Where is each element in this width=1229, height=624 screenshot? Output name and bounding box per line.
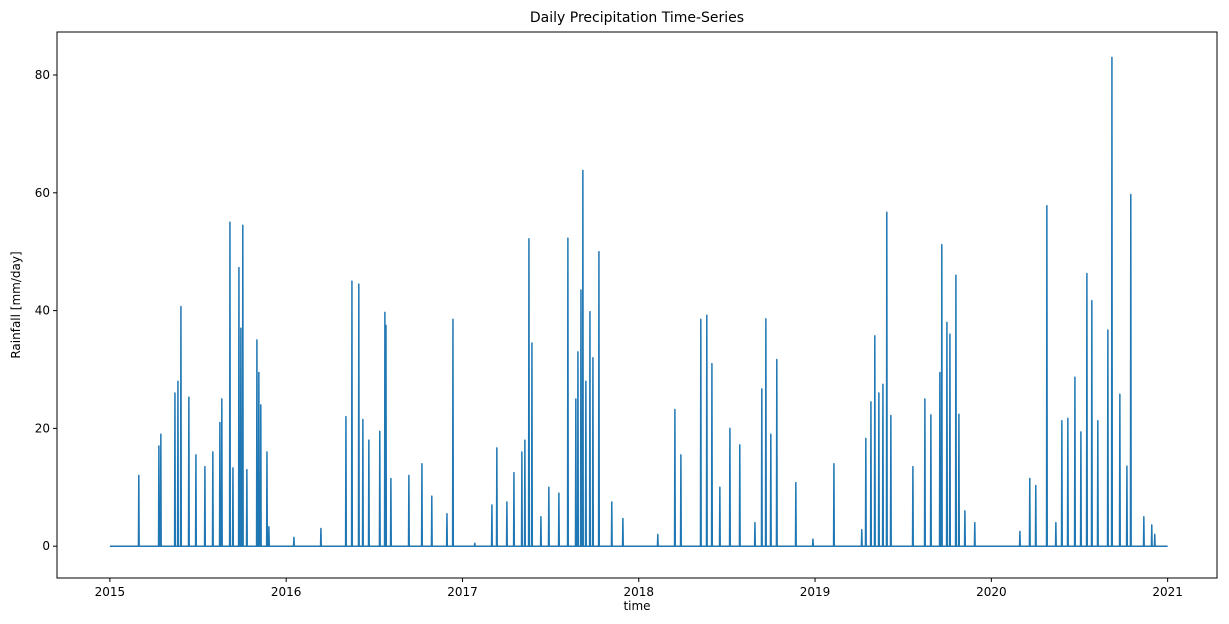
- x-tick-label: 2015: [95, 585, 126, 599]
- y-tick-label: 60: [35, 186, 50, 200]
- y-tick-label: 20: [35, 421, 50, 435]
- plot-frame: [56, 31, 1218, 579]
- chart-title: Daily Precipitation Time-Series: [530, 10, 744, 26]
- x-tick-label: 2017: [447, 585, 478, 599]
- x-tick-label: 2018: [623, 585, 654, 599]
- x-axis-label: time: [623, 599, 650, 613]
- x-tick-label: 2019: [800, 585, 831, 599]
- x-tick-label: 2021: [1152, 585, 1183, 599]
- y-axis-label: Rainfall [mm/day]: [9, 251, 23, 358]
- y-tick-label: 80: [35, 68, 50, 82]
- y-tick-label: 40: [35, 304, 50, 318]
- data-line: [109, 56, 1168, 547]
- y-tick-label: 0: [42, 539, 50, 553]
- x-tick-label: 2020: [976, 585, 1007, 599]
- x-tick-label: 2016: [271, 585, 302, 599]
